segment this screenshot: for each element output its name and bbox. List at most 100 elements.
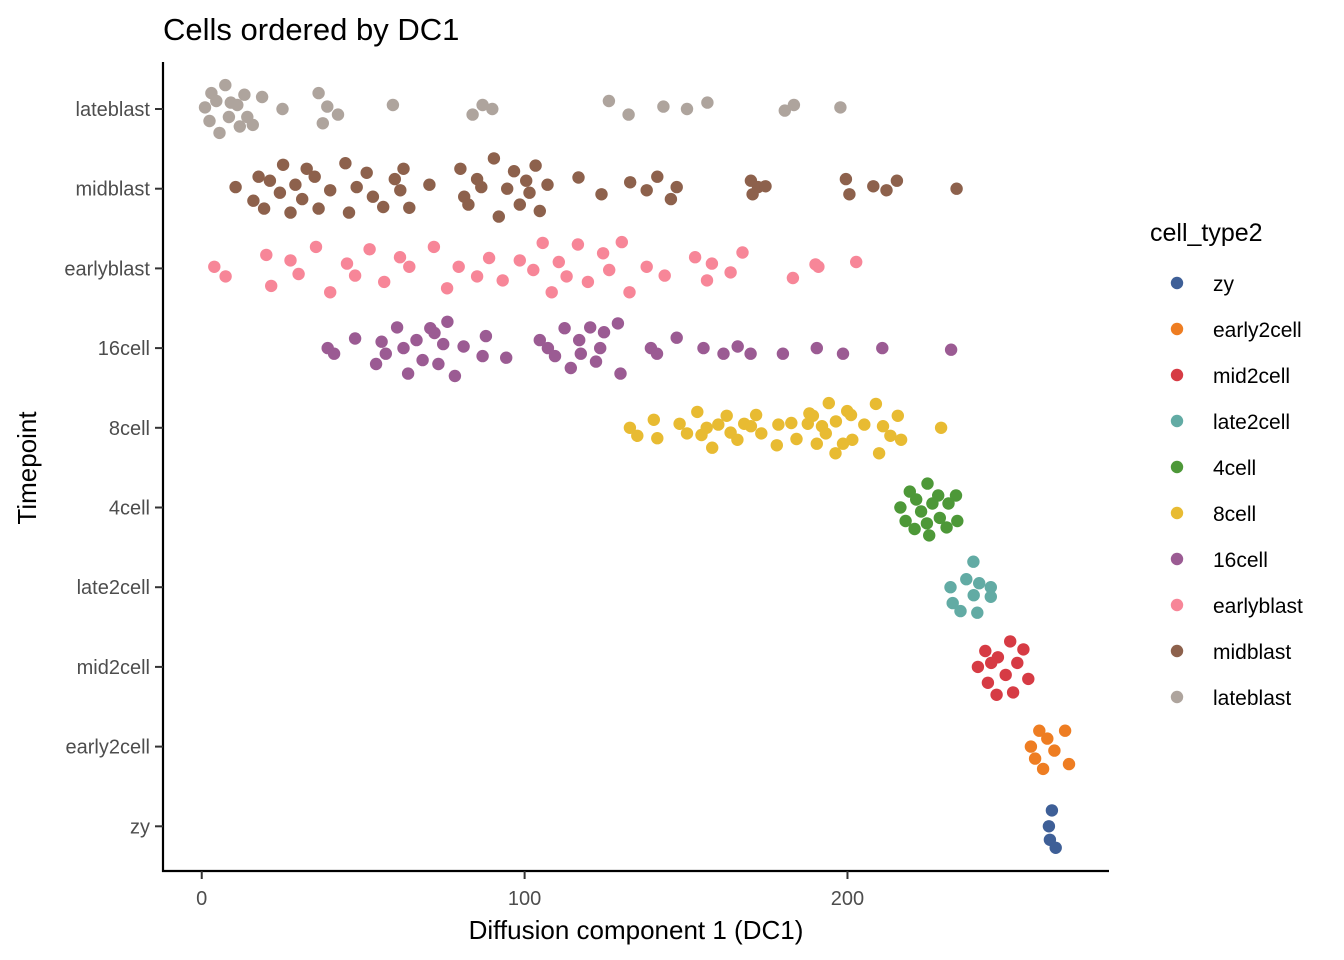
point-midblast [276,158,290,171]
y-tick-label: earlyblast [64,258,150,280]
point-8cell [755,427,768,440]
point-late2cell [946,596,959,610]
point-16cell [589,355,603,368]
point-mid2cell [1011,656,1024,670]
point-16cell [348,332,362,345]
point-8cell [829,415,843,428]
y-tick-label: early2cell [66,737,150,759]
point-earlyblast [700,274,714,287]
y-tick-label: 4cell [109,498,150,520]
point-16cell [594,341,607,355]
point-midblast [360,166,373,179]
point-4cell [933,511,946,525]
point-earlyblast [348,269,362,282]
point-16cell [428,326,441,340]
point-lateblast [246,118,259,132]
y-tick-label: lateblast [76,99,151,121]
point-8cell [647,413,660,426]
y-tick-label: 16cell [98,338,150,360]
point-8cell [770,439,783,452]
point-midblast [839,172,853,186]
point-8cell [731,433,744,446]
point-4cell [951,514,964,528]
point-midblast [507,165,521,178]
point-4cell [940,521,953,534]
point-earlyblast [545,286,558,299]
point-8cell [810,437,823,450]
point-8cell [651,432,664,445]
point-mid2cell [1006,686,1020,699]
legend-key-early2cell [1170,322,1184,336]
point-lateblast [602,94,616,108]
point-midblast [475,180,488,194]
point-lateblast [255,90,269,104]
point-lateblast [312,86,325,100]
y-axis-title: Timepoint [12,411,42,525]
point-lateblast [238,88,251,101]
point-4cell [949,489,963,502]
legend-key-midblast [1170,644,1184,658]
point-lateblast [316,117,329,130]
legend-key-lateblast [1170,690,1184,704]
point-8cell [934,421,948,434]
point-16cell [379,347,392,360]
point-8cell [829,447,842,460]
point-16cell [448,369,462,383]
point-mid2cell [1004,635,1017,648]
point-earlyblast [309,240,323,254]
legend-key-mid2cell [1170,368,1184,382]
point-earlyblast [527,263,540,277]
point-earlyblast [324,286,337,299]
point-earlyblast [292,267,305,281]
point-earlyblast [265,279,278,293]
point-midblast [252,170,265,183]
x-tick-label: 0 [196,888,207,910]
point-earlyblast [403,260,416,273]
point-midblast [263,174,277,187]
point-8cell [894,433,908,446]
point-8cell [822,396,835,410]
point-lateblast [231,98,244,112]
legend-key-8cell [1170,506,1184,520]
point-midblast [403,201,416,214]
point-early2cell [1062,757,1076,771]
point-midblast [229,180,242,194]
point-early2cell [1024,740,1038,753]
point-16cell [944,343,958,356]
point-4cell [923,529,936,542]
point-earlyblast [378,275,391,289]
point-midblast [529,159,542,172]
point-16cell [397,341,410,355]
point-4cell [914,505,928,518]
y-tick-label: mid2cell [77,657,150,679]
point-lateblast [198,101,212,114]
point-late2cell [984,590,997,603]
legend-label-mid2cell: mid2cell [1213,365,1290,388]
point-midblast [880,184,893,197]
point-earlyblast [736,246,749,259]
point-midblast [670,180,683,194]
point-4cell [899,514,912,528]
point-8cell [891,409,904,422]
point-8cell [836,437,850,450]
point-midblast [350,180,363,194]
point-midblast [462,198,475,211]
point-16cell [584,321,597,334]
point-earlyblast [623,286,636,299]
point-earlyblast [452,260,465,273]
point-midblast [950,182,963,195]
point-mid2cell [979,644,992,658]
point-midblast [890,174,904,187]
point-lateblast [701,96,714,109]
point-earlyblast [482,251,496,265]
legend-key-4cell [1170,460,1184,474]
point-earlyblast [705,257,719,270]
point-lateblast [476,98,489,112]
point-midblast [394,184,407,197]
point-16cell [327,347,341,360]
point-early2cell [1041,732,1054,745]
point-lateblast [386,98,400,112]
point-16cell [731,340,744,353]
point-lateblast [233,120,246,133]
point-early2cell [1028,752,1042,765]
